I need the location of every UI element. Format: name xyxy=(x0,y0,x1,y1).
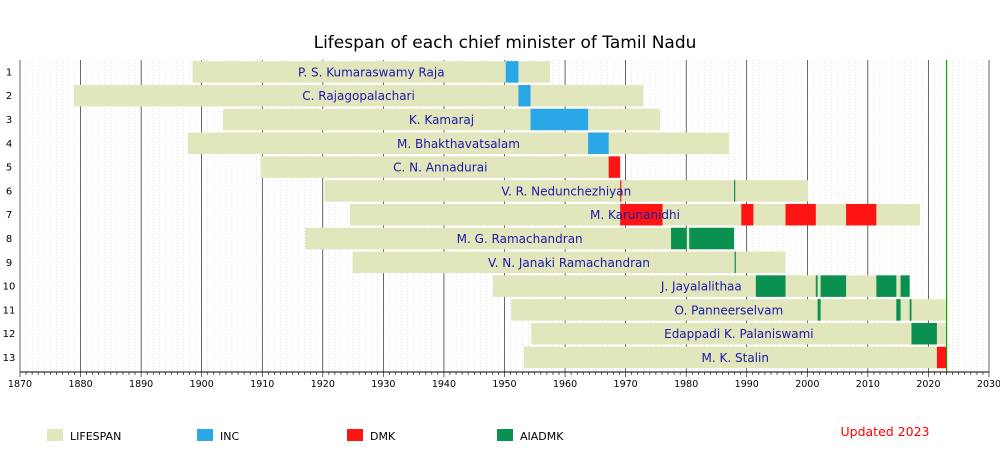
update-note: Updated 2023 xyxy=(841,424,930,439)
x-tick-label: 1970 xyxy=(614,379,638,390)
x-tick-label: 1980 xyxy=(674,379,698,390)
row-number: 10 xyxy=(3,282,16,293)
row-number: 11 xyxy=(3,305,16,316)
lifespan-bar xyxy=(352,251,786,274)
x-tick-label: 1990 xyxy=(735,379,759,390)
term-bar-inc xyxy=(518,84,531,107)
x-tick-label: 1890 xyxy=(129,379,153,390)
legend-label: INC xyxy=(220,430,239,443)
lifespan-bar xyxy=(492,275,910,297)
minister-name: M. K. Stalin xyxy=(702,351,769,365)
row-number: 9 xyxy=(6,258,12,269)
minister-name: V. R. Nedunchezhiyan xyxy=(501,184,631,198)
row-number: 12 xyxy=(3,329,16,340)
term-bar-aiadmk xyxy=(876,275,897,297)
term-bar-inc xyxy=(530,108,589,131)
chart-title: Lifespan of each chief minister of Tamil… xyxy=(314,33,697,53)
x-tick-label: 1870 xyxy=(8,379,32,390)
lifespan-bar xyxy=(531,322,947,345)
legend-swatch-inc xyxy=(197,429,213,441)
row-number: 2 xyxy=(6,91,12,102)
row-number: 7 xyxy=(6,210,12,221)
term-bar-dmk xyxy=(608,156,621,178)
legend-label: DMK xyxy=(370,430,396,443)
term-bar-dmk xyxy=(846,203,877,226)
term-bar-aiadmk xyxy=(671,227,687,250)
term-bar-dmk xyxy=(936,346,947,369)
minister-name: M. Karunanidhi xyxy=(590,208,680,222)
minister-name: C. N. Annadurai xyxy=(393,161,487,175)
term-bar-dmk xyxy=(785,203,816,226)
legend-swatch-dmk xyxy=(347,429,363,441)
x-tick-label: 1910 xyxy=(250,379,274,390)
minister-name: J. Jayalalithaa xyxy=(660,280,742,294)
legend-label: AIADMK xyxy=(520,430,564,443)
term-bar-aiadmk xyxy=(734,180,736,202)
x-tick-label: 2020 xyxy=(916,379,940,390)
row-number: 1 xyxy=(6,67,12,78)
minister-name: C. Rajagopalachari xyxy=(302,89,415,103)
row-number: 8 xyxy=(6,234,12,245)
x-tick-label: 2000 xyxy=(795,379,819,390)
x-tick-label: 2010 xyxy=(856,379,880,390)
term-bar-aiadmk xyxy=(815,275,818,297)
legend-swatch-lifespan xyxy=(47,429,63,441)
legend-label: LIFESPAN xyxy=(70,430,121,443)
term-bar-aiadmk xyxy=(820,275,847,297)
term-bar-dmk xyxy=(620,203,663,226)
term-bar-aiadmk xyxy=(734,251,736,274)
term-bar-aiadmk xyxy=(817,299,821,321)
row-number: 3 xyxy=(6,115,12,126)
x-tick-label: 1960 xyxy=(553,379,577,390)
lifespan-bar xyxy=(192,61,550,83)
term-bar-aiadmk xyxy=(900,275,910,297)
row-number: 6 xyxy=(6,186,12,197)
minister-name: M. G. Ramachandran xyxy=(457,232,583,246)
x-axis: 1870 1880 1890 1900 1910 1920 1930 1940 1950 1960… xyxy=(8,371,1000,390)
term-bar-aiadmk xyxy=(896,299,901,321)
lifespan-bar xyxy=(523,346,947,369)
x-tick-label: 1950 xyxy=(492,379,516,390)
bars: 1 P. S. Kumaraswamy Raja 2 C. Rajagopalacha… xyxy=(3,60,948,372)
term-bar-aiadmk xyxy=(755,275,786,297)
minister-name: O. Panneerselvam xyxy=(675,303,784,317)
minister-name: M. Bhakthavatsalam xyxy=(397,137,520,151)
x-tick-label: 2030 xyxy=(977,379,1000,390)
lifespan-bar xyxy=(260,156,621,178)
term-bar-aiadmk xyxy=(911,322,937,345)
legend: LIFESPAN INC DMK AIADMK xyxy=(47,429,564,443)
minister-name: K. Kamaraj xyxy=(409,113,474,127)
minister-name: Edappadi K. Palaniswami xyxy=(664,327,814,341)
x-tick-label: 1900 xyxy=(190,379,214,390)
term-bar-aiadmk xyxy=(909,299,912,321)
x-tick-label: 1880 xyxy=(68,379,92,390)
term-bar-aiadmk xyxy=(689,227,735,250)
legend-swatch-aiadmk xyxy=(497,429,513,441)
minister-name: P. S. Kumaraswamy Raja xyxy=(298,65,445,79)
row-number: 5 xyxy=(6,163,12,174)
lifespan-bar xyxy=(511,299,947,321)
x-tick-label: 1940 xyxy=(432,379,456,390)
row-number: 4 xyxy=(6,139,12,150)
term-bar-inc xyxy=(588,132,609,155)
lifespan-bar xyxy=(73,84,644,107)
term-bar-dmk xyxy=(741,203,754,226)
x-tick-label: 1930 xyxy=(371,379,395,390)
minister-name: V. N. Janaki Ramachandran xyxy=(488,256,650,270)
term-bar-dmk xyxy=(620,180,622,202)
row-number: 13 xyxy=(3,353,16,364)
lifespan-bar xyxy=(324,180,808,202)
term-bar-inc xyxy=(505,61,519,83)
lifespan-bar xyxy=(305,227,735,250)
x-tick-label: 1920 xyxy=(311,379,335,390)
